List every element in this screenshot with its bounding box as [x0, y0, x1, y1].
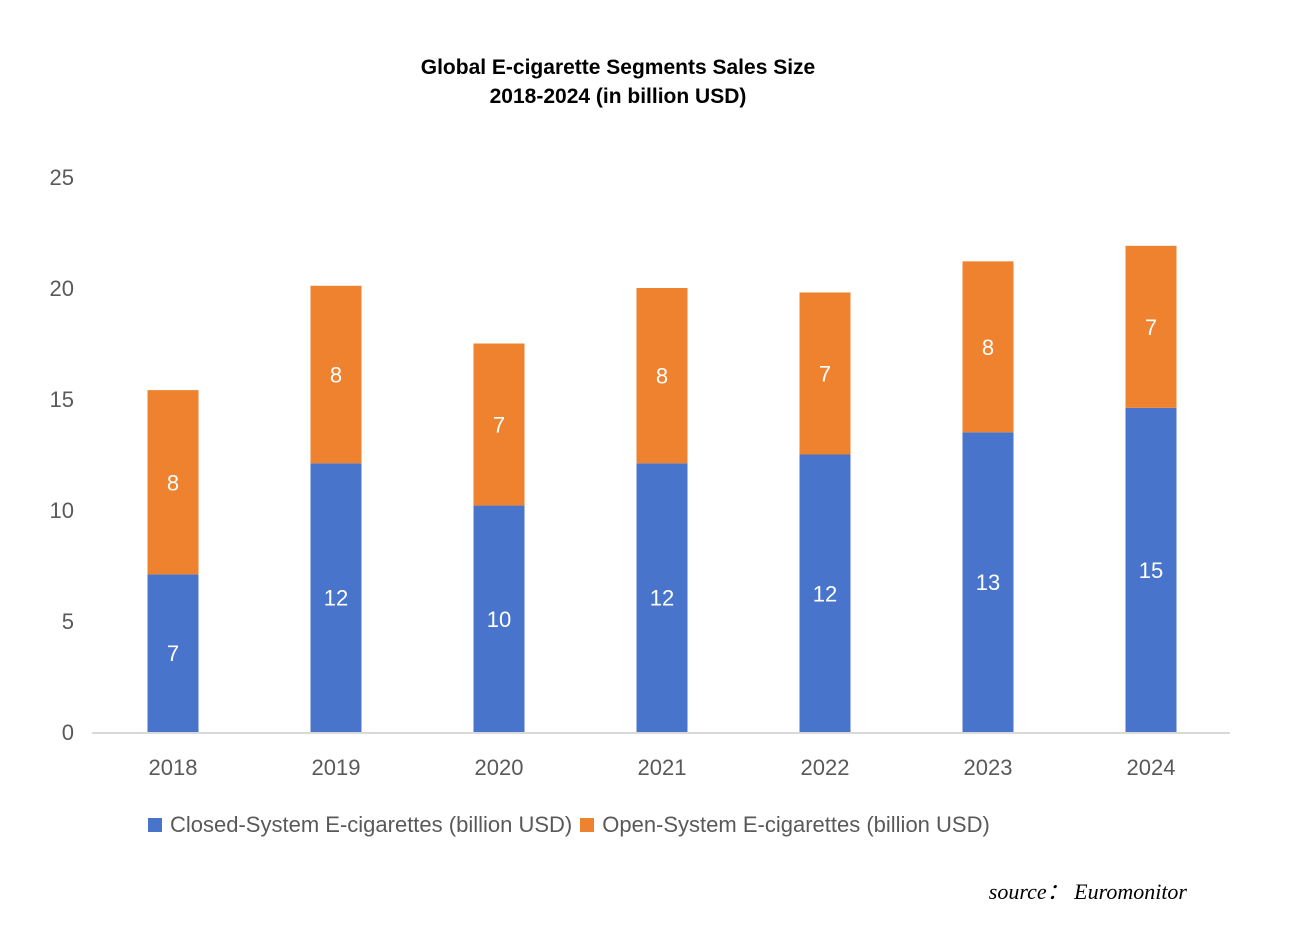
- legend-label-open: Open-System E-cigarettes (billion USD): [602, 812, 990, 837]
- bar-open-2018: [147, 390, 199, 575]
- legend-item-open: Open-System E-cigarettes (billion USD): [580, 812, 990, 838]
- bar-closed-2018: [147, 574, 199, 732]
- bar-closed-2019: [310, 463, 362, 732]
- data-label-open-2023: 8: [982, 335, 994, 360]
- x-tick-label: 2019: [312, 755, 361, 780]
- data-label-open-2020: 7: [493, 413, 505, 438]
- bar-open-2020: [473, 343, 525, 506]
- data-label-open-2019: 8: [330, 363, 342, 388]
- bar-open-2024: [1125, 245, 1177, 408]
- data-label-closed-2018: 7: [167, 641, 179, 666]
- x-tick-label: 2018: [149, 755, 198, 780]
- legend-swatch-open: [580, 818, 595, 832]
- source-note: source： Euromonitor: [988, 879, 1187, 904]
- bar-closed-2021: [636, 463, 688, 732]
- chart-title-main: Global E-cigarette Segments Sales Size: [420, 56, 816, 79]
- chart-title: Global E-cigarette Segments Sales Size 2…: [0, 53, 1236, 111]
- data-label-open-2022: 7: [819, 361, 831, 386]
- y-tick-label: 10: [50, 498, 74, 523]
- stacked-bar-chart: 0 5 10 15 20 25 7 8 12 8 10 7 12 8 12 7 13 8 15 7 2018 2019…: [50, 165, 1230, 780]
- x-tick-label: 2023: [964, 755, 1013, 780]
- data-label-closed-2020: 10: [487, 607, 511, 632]
- data-label-open-2021: 8: [656, 364, 668, 389]
- legend-swatch-closed: [148, 818, 162, 832]
- data-label-closed-2023: 13: [976, 570, 1000, 595]
- x-tick-label: 2020: [475, 755, 524, 780]
- legend-item-closed: Closed-System E-cigarettes (billion USD): [148, 812, 572, 838]
- x-tick-label: 2022: [801, 755, 850, 780]
- bar-open-2023: [962, 261, 1014, 433]
- chart-subtitle: 2018-2024 (in billion USD): [489, 85, 747, 108]
- data-label-closed-2024: 15: [1139, 558, 1163, 583]
- legend: Closed-System E-cigarettes (billion USD)…: [148, 812, 998, 838]
- x-tick-label: 2021: [638, 755, 687, 780]
- bars: 7 8 12 8 10 7 12 8 12 7 13 8 15 7: [147, 245, 1177, 732]
- y-tick-label: 5: [62, 609, 74, 634]
- data-label-closed-2019: 12: [324, 586, 348, 611]
- bar-closed-2023: [962, 432, 1014, 732]
- data-label-open-2024: 7: [1145, 315, 1157, 340]
- data-label-closed-2022: 12: [813, 581, 837, 606]
- bar-closed-2020: [473, 505, 525, 732]
- y-tick-label: 20: [50, 276, 74, 301]
- y-axis-ticks: 0 5 10 15 20 25: [50, 165, 74, 745]
- bar-closed-2024: [1125, 407, 1177, 732]
- legend-label-closed: Closed-System E-cigarettes (billion USD): [170, 812, 573, 837]
- y-tick-label: 25: [50, 165, 74, 190]
- x-axis-ticks: 2018 2019 2020 2021 2022 2023 2024: [149, 755, 1176, 780]
- bar-open-2022: [799, 292, 851, 455]
- bar-closed-2022: [799, 454, 851, 732]
- bar-open-2019: [310, 285, 362, 464]
- bar-open-2021: [636, 288, 688, 464]
- x-tick-label: 2024: [1127, 755, 1176, 780]
- data-label-open-2018: 8: [167, 470, 179, 495]
- data-label-closed-2021: 12: [650, 586, 674, 611]
- y-tick-label: 0: [62, 720, 74, 745]
- y-tick-label: 15: [50, 387, 74, 412]
